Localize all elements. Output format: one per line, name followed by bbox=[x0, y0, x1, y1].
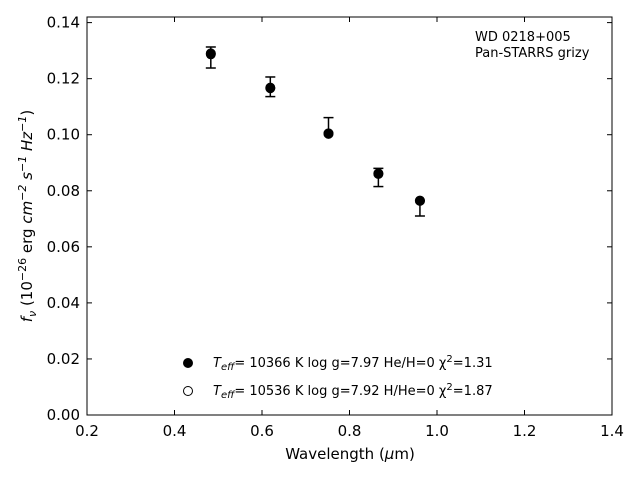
annotation-survey: Pan-STARRS grizy bbox=[475, 46, 590, 61]
legend-label-2: Teff= 10536 K log g=7.92 H/He=0 χ2=1.87 bbox=[213, 382, 493, 401]
legend-marker-filled bbox=[183, 358, 193, 368]
y-tick-label-2: 0.04 bbox=[47, 294, 80, 312]
series-2-point-3 bbox=[373, 168, 384, 179]
x-tick-label-6: 1.4 bbox=[600, 422, 624, 440]
y-tick-label-3: 0.06 bbox=[47, 238, 80, 256]
y-tick-label-1: 0.02 bbox=[47, 350, 80, 368]
y-tick-label-7: 0.14 bbox=[47, 14, 80, 32]
y-axis-label: fν (10−26 erg cm−2 s−1 Hz−1) bbox=[16, 110, 39, 323]
series-2-point-2 bbox=[323, 128, 334, 139]
series-2-point-1 bbox=[265, 82, 276, 93]
x-tick-label-5: 1.2 bbox=[513, 422, 537, 440]
y-tick-label-0: 0.00 bbox=[47, 406, 80, 424]
axis-ticks: 0.2 0.4 0.6 0.8 1.0 1.2 1.4 0.00 0.02 0.04 0.06 0.0… bbox=[47, 14, 624, 440]
y-tick-label-5: 0.10 bbox=[47, 126, 80, 144]
series-1-point-0 bbox=[205, 49, 216, 60]
y-tick-label-4: 0.08 bbox=[47, 182, 80, 200]
x-axis-label: Wavelength (μm) bbox=[285, 445, 415, 463]
legend: Teff= 10366 K log g=7.97 He/H=0 χ2=1.31 … bbox=[183, 354, 493, 401]
annotation-star-name: WD 0218+005 bbox=[475, 30, 571, 45]
x-tick-label-4: 1.0 bbox=[425, 422, 449, 440]
series-2-point-4 bbox=[414, 195, 425, 206]
x-tick-label-1: 0.4 bbox=[163, 422, 187, 440]
legend-marker-open bbox=[183, 386, 193, 396]
data-points bbox=[205, 48, 425, 206]
series-2-point-0 bbox=[205, 48, 216, 59]
error-bars bbox=[205, 46, 425, 217]
legend-label-1: Teff= 10366 K log g=7.97 He/H=0 χ2=1.31 bbox=[213, 354, 493, 373]
x-tick-label-0: 0.2 bbox=[75, 422, 99, 440]
x-tick-label-2: 0.6 bbox=[250, 422, 274, 440]
y-tick-label-6: 0.12 bbox=[47, 70, 80, 88]
x-tick-label-3: 0.8 bbox=[338, 422, 362, 440]
